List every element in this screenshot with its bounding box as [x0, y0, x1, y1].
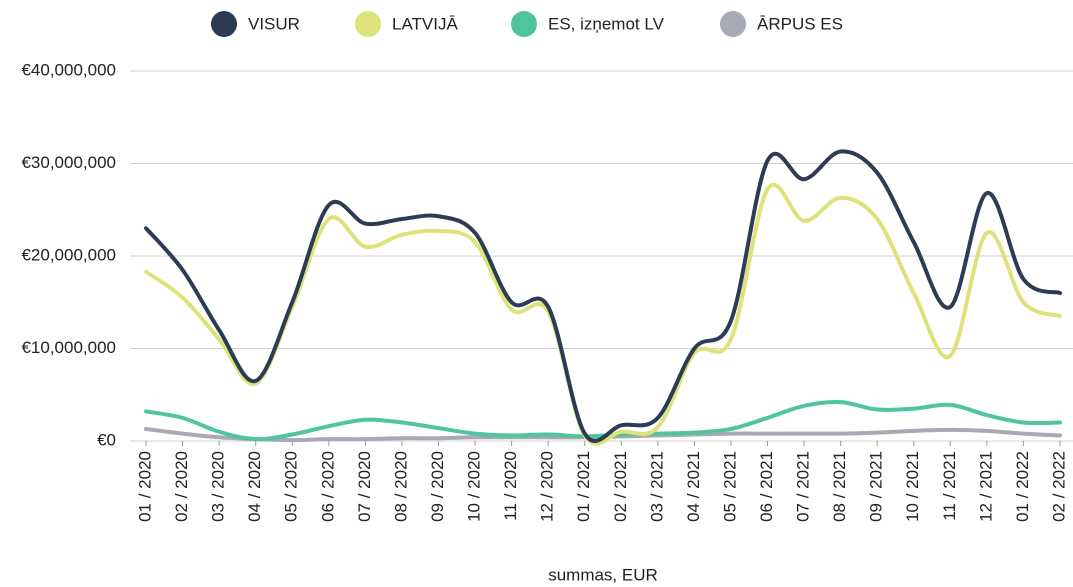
x-tick-label: 02 / 2021 [611, 451, 630, 522]
x-tick-label: 08 / 2021 [830, 451, 849, 522]
x-tick-label: 03 / 2020 [209, 451, 228, 522]
x-tick-label: 07 / 2021 [794, 451, 813, 522]
x-tick-label: 01 / 2021 [574, 451, 593, 522]
x-tick-label: 01 / 2020 [135, 451, 154, 522]
x-tick-label: 06 / 2020 [318, 451, 337, 522]
legend-label: ĀRPUS ES [757, 14, 843, 33]
x-tick-label: 04 / 2020 [245, 451, 264, 522]
y-tick-label: €30,000,000 [21, 153, 116, 172]
y-tick-label: €20,000,000 [21, 245, 116, 264]
x-tick-label: 11 / 2020 [501, 451, 520, 521]
legend-label: VISUR [248, 14, 300, 33]
x-tick-label: 04 / 2021 [684, 451, 703, 522]
x-tick-label: 02 / 2020 [172, 451, 191, 522]
x-tick-label: 05 / 2021 [720, 451, 739, 522]
x-tick-label: 09 / 2020 [428, 451, 447, 522]
legend-swatch [355, 11, 381, 37]
series-line [144, 400, 1062, 442]
legend-swatch [720, 11, 746, 37]
y-tick-label: €0 [97, 430, 116, 449]
x-tick-label: 06 / 2021 [757, 451, 776, 522]
legend-label: ES, izņemot LV [548, 14, 665, 33]
series-line [144, 182, 1062, 446]
x-tick-label: 02 / 2022 [1049, 451, 1068, 522]
x-tick-label: 12 / 2021 [976, 451, 995, 522]
legend-swatch [211, 11, 237, 37]
series-line [144, 149, 1062, 443]
x-axis-label: summas, EUR [548, 565, 658, 584]
x-tick-label: 03 / 2021 [647, 451, 666, 522]
y-tick-label: €10,000,000 [21, 338, 116, 357]
x-tick-label: 10 / 2020 [465, 451, 484, 522]
x-tick-label: 11 / 2021 [940, 451, 959, 521]
x-tick-label: 05 / 2020 [282, 451, 301, 522]
legend-label: LATVIJĀ [392, 14, 458, 33]
y-tick-label: €40,000,000 [21, 60, 116, 79]
x-tick-label: 01 / 2022 [1013, 451, 1032, 522]
x-tick-label: 07 / 2020 [355, 451, 374, 522]
x-tick-label: 10 / 2021 [903, 451, 922, 522]
x-tick-label: 09 / 2021 [867, 451, 886, 522]
x-tick-label: 12 / 2020 [538, 451, 557, 522]
x-tick-label: 08 / 2020 [391, 451, 410, 522]
legend-swatch [511, 11, 537, 37]
